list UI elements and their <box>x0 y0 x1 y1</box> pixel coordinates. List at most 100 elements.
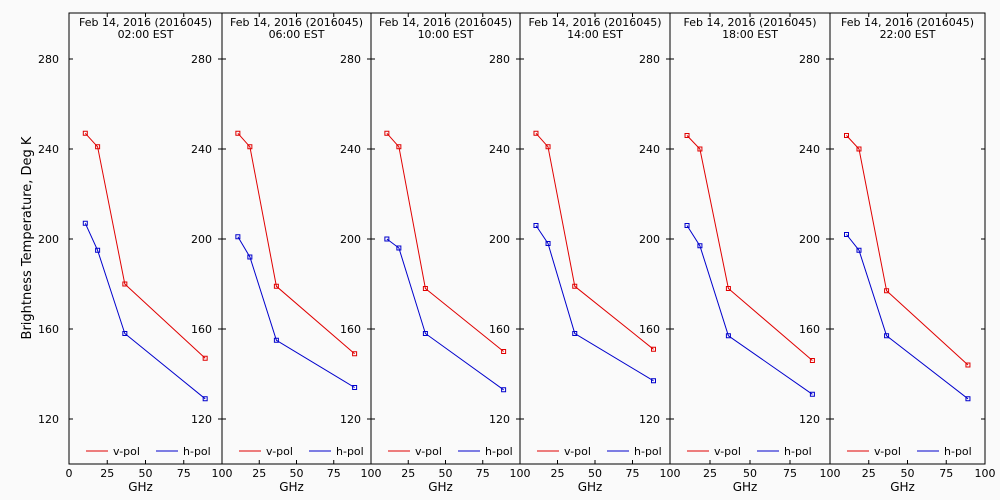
data-point-v-pol <box>273 283 279 289</box>
x-tick-label: 100 <box>660 467 681 480</box>
data-point-h-pol <box>572 331 578 336</box>
data-point-v-pol <box>965 362 971 368</box>
x-tick-label: 75 <box>939 467 953 480</box>
data-point-h-pol <box>247 254 253 260</box>
chart-panel-6: Feb 14, 2016 (2016045)22:00 EST 120 160 200… <box>799 12 996 494</box>
data-point-v-pol <box>501 349 507 354</box>
data-point-h-pol <box>697 243 703 249</box>
y-tick-label: 160 <box>639 323 660 336</box>
legend-label-h-pol: h-pol <box>485 445 513 458</box>
x-tick-label: 25 <box>551 467 565 480</box>
x-tick-label: 75 <box>177 467 191 480</box>
data-point-v-pol <box>725 286 731 291</box>
data-point-h-pol <box>235 234 241 240</box>
series-line-h-pol <box>237 236 355 388</box>
y-tick-label: 120 <box>38 413 59 426</box>
panel-title: Feb 14, 2016 (2016045) <box>79 16 212 29</box>
panel-title: Feb 14, 2016 (2016045) <box>379 16 512 29</box>
y-tick-label: 280 <box>340 53 361 66</box>
legend-label-v-pol: v-pol <box>415 445 442 458</box>
data-point-v-pol <box>352 351 358 357</box>
data-point-v-pol <box>202 355 208 361</box>
data-point-v-pol <box>122 281 128 287</box>
x-tick-label: 25 <box>703 467 717 480</box>
panel-time-label: 02:00 EST <box>118 28 174 41</box>
data-point-v-pol <box>235 130 241 136</box>
data-point-h-pol <box>396 245 402 251</box>
data-point-v-pol <box>697 146 703 152</box>
y-tick-label: 280 <box>38 53 59 66</box>
x-tick-label: 25 <box>401 467 415 480</box>
legend-label-h-pol: h-pol <box>183 445 211 458</box>
data-point-h-pol <box>884 333 890 339</box>
series-line-v-pol <box>846 135 969 366</box>
data-point-h-pol <box>273 337 279 343</box>
y-tick-label: 240 <box>489 143 510 156</box>
data-point-v-pol <box>533 130 539 136</box>
series-line-h-pol <box>84 223 206 400</box>
data-point-h-pol <box>856 247 862 253</box>
data-point-v-pol <box>884 288 890 294</box>
legend-label-h-pol: h-pol <box>784 445 812 458</box>
y-tick-label: 200 <box>38 233 59 246</box>
data-point-v-pol <box>422 286 428 291</box>
data-point-h-pol <box>844 232 850 237</box>
x-tick-label: 25 <box>100 467 114 480</box>
y-tick-label: 280 <box>639 53 660 66</box>
x-tick-label: 75 <box>327 467 341 480</box>
data-point-h-pol <box>82 220 88 226</box>
series-line-v-pol <box>237 132 355 355</box>
data-point-h-pol <box>651 378 656 384</box>
data-point-h-pol <box>809 391 815 397</box>
x-tick-label: 25 <box>252 467 266 480</box>
x-tick-label: 25 <box>862 467 876 480</box>
x-axis-label: GHz <box>890 480 915 494</box>
panel-title: Feb 14, 2016 (2016045) <box>528 16 661 29</box>
y-tick-label: 200 <box>799 233 820 246</box>
series-line-h-pol <box>535 225 654 382</box>
legend-label-v-pol: v-pol <box>564 445 591 458</box>
y-tick-label: 120 <box>799 413 820 426</box>
y-tick-label: 160 <box>489 323 510 336</box>
panel-title: Feb 14, 2016 (2016045) <box>230 16 363 29</box>
legend-label-v-pol: v-pol <box>714 445 741 458</box>
y-tick-label: 200 <box>489 233 510 246</box>
y-tick-label: 200 <box>639 233 660 246</box>
data-point-h-pol <box>965 396 971 402</box>
y-tick-label: 240 <box>639 143 660 156</box>
y-tick-label: 240 <box>191 143 212 156</box>
data-point-v-pol <box>809 358 815 363</box>
legend-label-h-pol: h-pol <box>336 445 364 458</box>
data-point-v-pol <box>396 144 402 150</box>
plot-frame <box>829 12 986 465</box>
panel-time-label: 10:00 EST <box>418 28 474 41</box>
y-tick-label: 120 <box>340 413 361 426</box>
x-tick-label: 0 <box>66 467 73 480</box>
x-axis-label: GHz <box>128 480 153 494</box>
y-tick-label: 240 <box>38 143 59 156</box>
y-tick-label: 160 <box>191 323 212 336</box>
panel-time-label: 22:00 EST <box>880 28 936 41</box>
chart-panel-1: Feb 14, 2016 (2016045)02:00 EST 120 160 200… <box>38 12 233 494</box>
x-tick-label: 50 <box>290 467 304 480</box>
x-axis-label: GHz <box>428 480 453 494</box>
x-tick-label: 75 <box>783 467 797 480</box>
data-point-h-pol <box>95 247 101 253</box>
legend-label-h-pol: h-pol <box>634 445 662 458</box>
x-axis-label: GHz <box>279 480 304 494</box>
figure-y-axis-label: Brightness Temperature, Deg K <box>20 136 35 339</box>
x-tick-label: 75 <box>626 467 640 480</box>
y-tick-label: 280 <box>191 53 212 66</box>
series-line-v-pol <box>84 132 206 359</box>
series-line-v-pol <box>535 132 654 350</box>
data-point-h-pol <box>684 223 690 228</box>
data-point-v-pol <box>82 130 88 136</box>
y-tick-label: 240 <box>340 143 361 156</box>
series-line-v-pol <box>386 132 504 352</box>
y-tick-label: 160 <box>799 323 820 336</box>
chart-panel-5: Feb 14, 2016 (2016045)18:00 EST 120 160 200… <box>639 12 841 494</box>
series-line-h-pol <box>386 238 504 391</box>
chart-panel-4: Feb 14, 2016 (2016045)14:00 EST 120 160 200… <box>489 12 681 494</box>
data-point-h-pol <box>422 331 428 336</box>
data-point-v-pol <box>684 133 690 138</box>
